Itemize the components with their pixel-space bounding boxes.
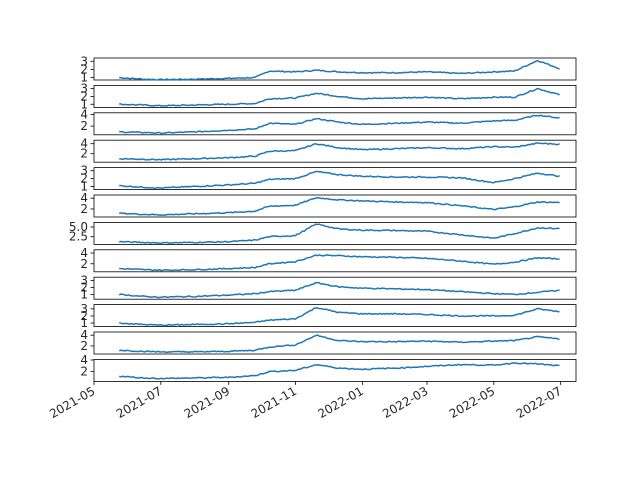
- panel-frame: [93, 139, 577, 163]
- y-tick-label: 2: [80, 147, 88, 161]
- panel-7: 2.55.0: [69, 220, 577, 245]
- series-line: [119, 87, 560, 107]
- y-tick-label: 3: [80, 82, 88, 96]
- x-tick-label: 2022-03: [380, 384, 430, 421]
- panel-8: 24: [80, 246, 577, 273]
- panel-1: 123: [80, 54, 577, 85]
- panel-frame: [93, 57, 577, 81]
- y-tick-label: 1: [80, 71, 88, 85]
- x-tick-label: 2022-01: [315, 384, 365, 421]
- panel-frame: [93, 112, 577, 136]
- y-tick-label: 2: [80, 89, 88, 103]
- series-line: [119, 142, 560, 161]
- x-tick-label: 2022-07: [514, 384, 564, 421]
- x-tick-label: 2021-09: [182, 384, 232, 421]
- series-line: [119, 254, 560, 272]
- y-tick-label: 2: [80, 257, 88, 271]
- series-line: [118, 281, 560, 299]
- panel-frame: [93, 221, 577, 245]
- y-tick-label: 2: [80, 172, 88, 186]
- y-tick-label: 4: [80, 108, 88, 122]
- panel-4: 24: [80, 137, 577, 163]
- y-tick-label: 1: [80, 97, 88, 111]
- series-line: [119, 307, 560, 327]
- y-tick-label: 4: [80, 328, 88, 342]
- panel-frame: [93, 276, 577, 300]
- series-line: [119, 334, 560, 354]
- y-tick-label: 1: [80, 179, 88, 193]
- series-line: [118, 197, 560, 216]
- panel-frame: [93, 194, 577, 218]
- x-tick-label: 2022-05: [447, 384, 497, 421]
- y-tick-label: 2: [80, 339, 88, 353]
- panel-5: 123: [80, 164, 577, 193]
- y-tick-label: 4: [80, 191, 88, 205]
- panel-frame: [93, 358, 577, 382]
- y-tick-label: 2: [80, 119, 88, 133]
- panel-9: 123: [80, 274, 577, 301]
- x-tick-label: 2021-05: [47, 384, 97, 421]
- y-tick-label: 4: [80, 137, 88, 151]
- y-tick-label: 4: [80, 246, 88, 260]
- y-tick-label: 1: [80, 316, 88, 330]
- panel-2: 123: [80, 82, 577, 111]
- panel-12: 24: [80, 353, 577, 382]
- series-line: [119, 59, 560, 81]
- x-tick-label: 2021-11: [249, 384, 299, 421]
- panel-3: 24: [80, 108, 577, 136]
- panel-frame: [93, 331, 577, 355]
- y-tick-label: 3: [80, 164, 88, 178]
- y-tick-label: 3: [80, 274, 88, 288]
- series-line: [118, 223, 560, 245]
- panel-10: 123: [80, 302, 577, 330]
- panel-6: 24: [80, 191, 577, 218]
- panel-frame: [93, 167, 577, 191]
- y-tick-label: 4: [80, 353, 88, 367]
- y-tick-label: 2: [80, 202, 88, 216]
- series-line: [119, 114, 560, 135]
- y-tick-label: 2: [80, 365, 88, 379]
- y-tick-label: 3: [80, 54, 88, 68]
- series-line: [118, 362, 560, 380]
- panel-11: 24: [80, 328, 577, 355]
- y-tick-label: 5.0: [69, 220, 88, 234]
- panel-frame: [93, 249, 577, 273]
- y-tick-label: 3: [80, 302, 88, 316]
- y-tick-label: 2.5: [69, 230, 88, 244]
- y-tick-label: 2: [80, 309, 88, 323]
- x-tick-label: 2021-07: [114, 384, 164, 421]
- y-tick-label: 2: [80, 62, 88, 76]
- series-line: [119, 170, 560, 189]
- y-tick-label: 2: [80, 281, 88, 295]
- y-tick-label: 1: [80, 287, 88, 301]
